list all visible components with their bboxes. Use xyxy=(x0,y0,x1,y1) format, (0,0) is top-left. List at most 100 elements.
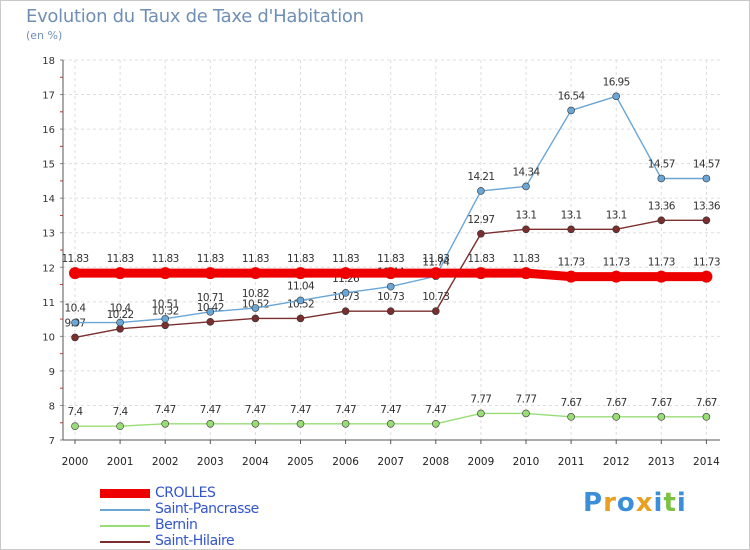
data-point xyxy=(296,314,305,323)
data-label: 11.73 xyxy=(648,257,675,269)
data-label: 11.83 xyxy=(242,253,269,265)
data-point xyxy=(655,270,668,283)
data-point xyxy=(294,267,307,280)
legend-label: Bernin xyxy=(155,517,198,533)
data-label: 13.36 xyxy=(648,200,676,212)
data-label: 13.1 xyxy=(606,209,627,221)
data-point xyxy=(657,174,666,183)
y-tick-label: 10 xyxy=(42,332,55,343)
data-point xyxy=(565,270,578,283)
x-tick-label: 2003 xyxy=(197,456,224,468)
data-point xyxy=(114,267,127,280)
data-point xyxy=(612,413,621,421)
y-tick-label: 12 xyxy=(42,263,55,274)
y-tick-label: 18 xyxy=(42,56,55,67)
data-point xyxy=(612,225,621,234)
data-label: 14.57 xyxy=(648,158,675,170)
data-point xyxy=(341,289,350,297)
data-label: 16.54 xyxy=(558,90,586,102)
data-label: 11.83 xyxy=(107,253,134,265)
data-point xyxy=(477,409,485,418)
data-label: 7.77 xyxy=(516,393,537,405)
data-point xyxy=(522,409,530,418)
data-label: 7.67 xyxy=(696,397,717,409)
data-point xyxy=(702,216,711,225)
x-tick-label: 2000 xyxy=(62,456,89,468)
data-point xyxy=(296,419,305,428)
data-point xyxy=(474,267,487,280)
data-point xyxy=(206,419,215,428)
data-label: 11.04 xyxy=(287,280,315,292)
legend-item-saint-hilaire: Saint-Hilaire xyxy=(100,533,320,550)
data-point xyxy=(249,267,262,280)
data-label: 12.97 xyxy=(467,214,494,226)
data-point xyxy=(386,307,395,315)
data-label: 10.51 xyxy=(152,299,179,311)
legend-swatch xyxy=(100,489,150,498)
data-point xyxy=(477,187,485,195)
data-point xyxy=(702,174,711,183)
data-label: 10.71 xyxy=(197,292,224,304)
data-label: 10.73 xyxy=(377,291,404,303)
data-point xyxy=(567,106,575,115)
data-label: 11.83 xyxy=(197,253,224,265)
data-point xyxy=(159,267,172,280)
logo-letter: r xyxy=(603,488,617,518)
data-label: 11.73 xyxy=(603,257,630,269)
data-point xyxy=(522,182,530,191)
chart-title: Evolution du Taux de Taxe d'Habitation xyxy=(26,6,364,27)
data-label: 14.34 xyxy=(512,166,540,178)
data-point xyxy=(161,419,169,428)
x-tick-label: 2012 xyxy=(603,456,630,468)
data-label: 11.83 xyxy=(377,253,404,265)
data-label: 10.4 xyxy=(110,303,132,315)
data-label: 7.67 xyxy=(606,397,627,409)
logo-letter: t xyxy=(663,488,677,518)
x-tick-label: 2010 xyxy=(513,456,540,468)
legend-label: CROLLES xyxy=(155,485,216,501)
data-point xyxy=(386,282,395,291)
data-label: 11.83 xyxy=(422,253,449,265)
data-point xyxy=(384,267,397,280)
y-tick-label: 14 xyxy=(42,194,55,205)
logo-letter: i xyxy=(676,488,687,518)
data-label: 11.83 xyxy=(467,253,494,265)
data-label: 11.73 xyxy=(558,257,585,269)
data-point xyxy=(429,267,442,280)
data-point xyxy=(206,318,215,326)
legend-swatch xyxy=(100,509,150,511)
data-label: 10.73 xyxy=(422,291,449,303)
x-tick-label: 2006 xyxy=(332,456,359,468)
y-tick-label: 15 xyxy=(42,160,55,171)
data-label: 14.57 xyxy=(693,158,720,170)
proxiti-logo: Proxiti xyxy=(583,488,687,518)
data-point xyxy=(522,225,530,234)
legend-item-crolles: CROLLES xyxy=(100,485,320,502)
data-label: 7.4 xyxy=(113,406,129,418)
data-point xyxy=(431,307,440,315)
data-label: 7.47 xyxy=(335,404,356,416)
data-label: 14.21 xyxy=(467,171,494,183)
y-tick-label: 9 xyxy=(49,367,55,378)
data-label: 11.83 xyxy=(61,253,88,265)
data-label: 10.82 xyxy=(242,288,269,300)
data-point xyxy=(610,270,623,283)
y-tick-label: 7 xyxy=(49,436,55,447)
y-tick-label: 13 xyxy=(42,229,55,240)
data-point xyxy=(251,419,260,428)
logo-letter: x xyxy=(635,488,654,518)
data-point xyxy=(477,229,485,238)
data-label: 7.67 xyxy=(561,397,582,409)
data-label: 11.74 xyxy=(422,256,450,268)
x-tick-label: 2002 xyxy=(152,456,179,468)
data-point xyxy=(341,307,350,315)
data-label: 7.77 xyxy=(470,393,491,405)
data-point xyxy=(71,422,79,430)
data-label: 13.36 xyxy=(693,200,721,212)
data-label: 11.83 xyxy=(512,253,539,265)
legend-swatch xyxy=(100,541,150,543)
data-point xyxy=(161,314,169,323)
data-label: 10.32 xyxy=(152,305,179,317)
chart-subtitle: (en %) xyxy=(26,29,63,42)
data-point xyxy=(251,304,260,312)
